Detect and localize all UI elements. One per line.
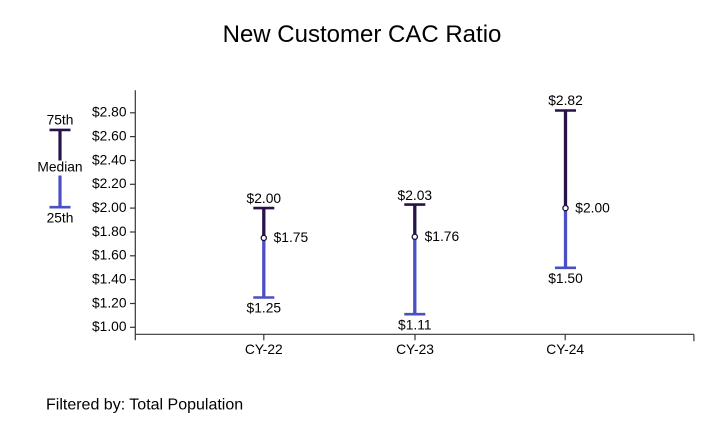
- svg-text:$2.00: $2.00: [247, 191, 282, 206]
- svg-text:$1.00: $1.00: [92, 319, 127, 334]
- svg-text:$2.03: $2.03: [398, 188, 433, 203]
- svg-text:$2.82: $2.82: [548, 93, 583, 108]
- svg-text:Median: Median: [37, 160, 82, 175]
- svg-text:25th: 25th: [47, 211, 74, 226]
- svg-text:$1.60: $1.60: [92, 248, 127, 263]
- svg-text:New Customer CAC Ratio: New Customer CAC Ratio: [223, 21, 502, 48]
- svg-text:CY-24: CY-24: [546, 342, 584, 357]
- svg-text:$1.76: $1.76: [425, 229, 460, 244]
- svg-text:$2.40: $2.40: [92, 152, 127, 167]
- svg-text:CY-23: CY-23: [396, 342, 434, 357]
- svg-text:$2.60: $2.60: [92, 129, 127, 144]
- svg-text:CY-22: CY-22: [245, 342, 283, 357]
- svg-text:$1.11: $1.11: [398, 317, 432, 332]
- svg-text:$1.40: $1.40: [92, 272, 127, 287]
- svg-text:$2.00: $2.00: [92, 200, 127, 215]
- svg-text:$1.75: $1.75: [274, 230, 309, 245]
- svg-text:$1.80: $1.80: [92, 224, 127, 239]
- svg-text:$2.00: $2.00: [575, 200, 610, 215]
- svg-text:$1.20: $1.20: [92, 295, 127, 310]
- svg-text:Filtered by: Total Population: Filtered by: Total Population: [46, 396, 243, 413]
- svg-text:$1.50: $1.50: [548, 271, 583, 286]
- svg-text:75th: 75th: [47, 113, 74, 128]
- svg-text:$2.20: $2.20: [92, 176, 127, 191]
- svg-text:$1.25: $1.25: [247, 301, 282, 316]
- svg-text:$2.80: $2.80: [92, 105, 127, 120]
